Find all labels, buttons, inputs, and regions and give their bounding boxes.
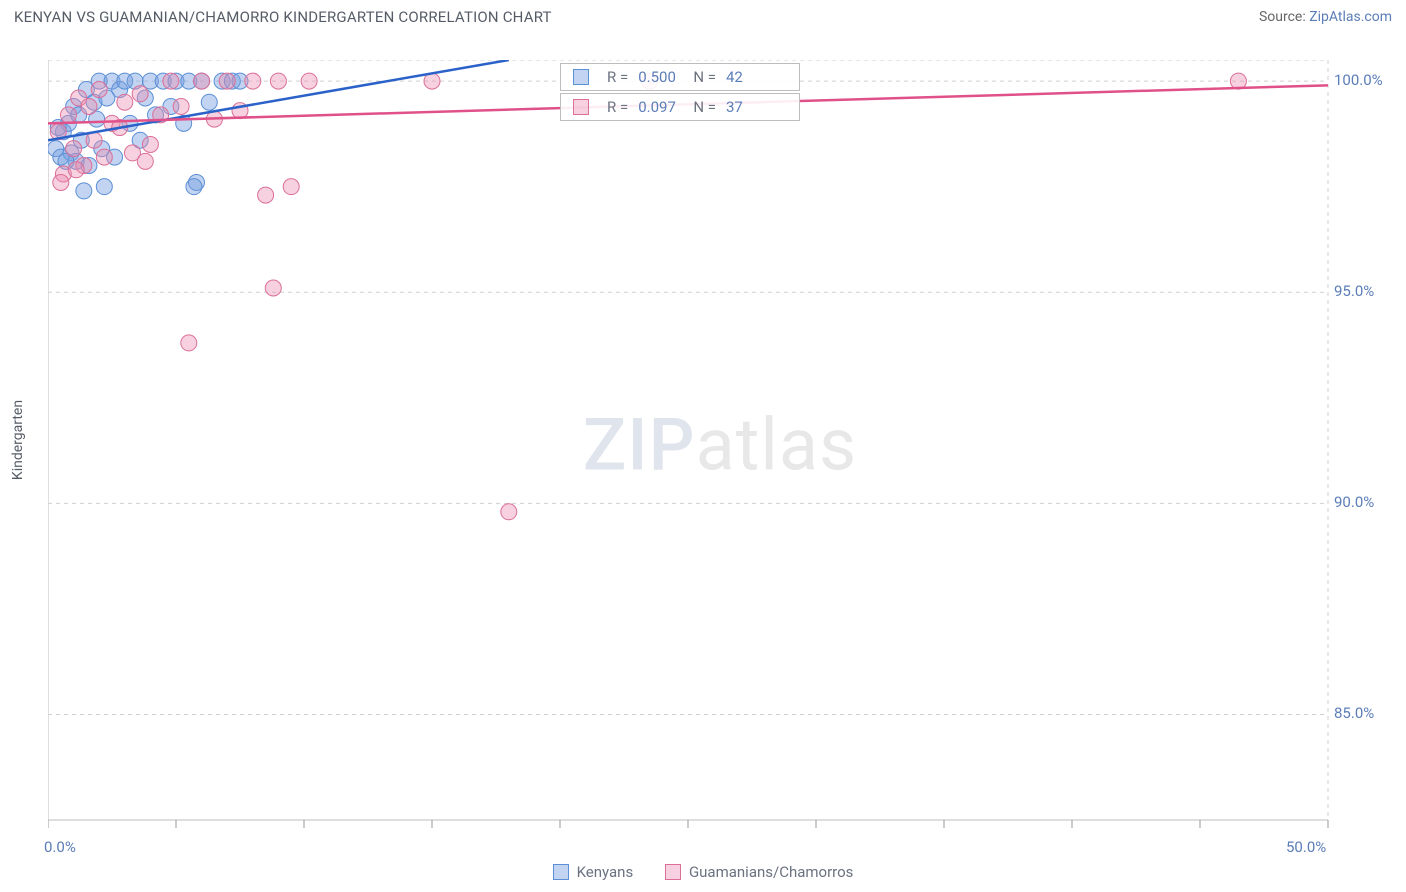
legend-item-kenyans: Kenyans xyxy=(553,863,634,881)
stat-box-guamanians: R = 0.097 N = 37 xyxy=(560,93,800,121)
y-axis-label: Kindergarten xyxy=(10,400,26,480)
chart-container: ZIPatlas R = 0.500 N = 42 R = 0.097 N = … xyxy=(48,60,1392,830)
stat-r-value: 0.500 xyxy=(638,68,676,86)
stat-n-value: 37 xyxy=(726,98,743,116)
legend: Kenyans Guamanians/Chamorros xyxy=(0,863,1406,884)
chart-title: KENYAN VS GUAMANIAN/CHAMORRO KINDERGARTE… xyxy=(14,8,552,26)
header: KENYAN VS GUAMANIAN/CHAMORRO KINDERGARTE… xyxy=(0,0,1406,32)
source-label: Source: xyxy=(1259,9,1309,25)
stat-r-label: R = xyxy=(607,68,628,86)
x-tick-label: 0.0% xyxy=(44,838,76,856)
swatch-guamanians xyxy=(573,99,589,115)
stat-r-value: 0.097 xyxy=(638,98,676,116)
legend-label-kenyans: Kenyans xyxy=(577,863,634,881)
legend-swatch-guamanians xyxy=(665,864,681,880)
stat-n-label: N = xyxy=(686,68,716,86)
x-tick-label: 50.0% xyxy=(1286,838,1326,856)
stat-box-kenyans: R = 0.500 N = 42 xyxy=(560,63,800,91)
swatch-kenyans xyxy=(573,69,589,85)
y-tick-label: 100.0% xyxy=(1334,71,1383,89)
legend-swatch-kenyans xyxy=(553,864,569,880)
stat-n-value: 42 xyxy=(726,68,743,86)
source-link[interactable]: ZipAtlas.com xyxy=(1309,9,1392,25)
stat-n-label: N = xyxy=(686,98,716,116)
stat-r-label: R = xyxy=(607,98,628,116)
y-tick-label: 85.0% xyxy=(1334,704,1374,722)
y-tick-label: 95.0% xyxy=(1334,282,1374,300)
legend-label-guamanians: Guamanians/Chamorros xyxy=(689,863,853,881)
legend-item-guamanians: Guamanians/Chamorros xyxy=(665,863,853,881)
scatter-plot xyxy=(48,60,1392,830)
y-tick-label: 90.0% xyxy=(1334,493,1374,511)
source-attribution: Source: ZipAtlas.com xyxy=(1259,9,1392,25)
